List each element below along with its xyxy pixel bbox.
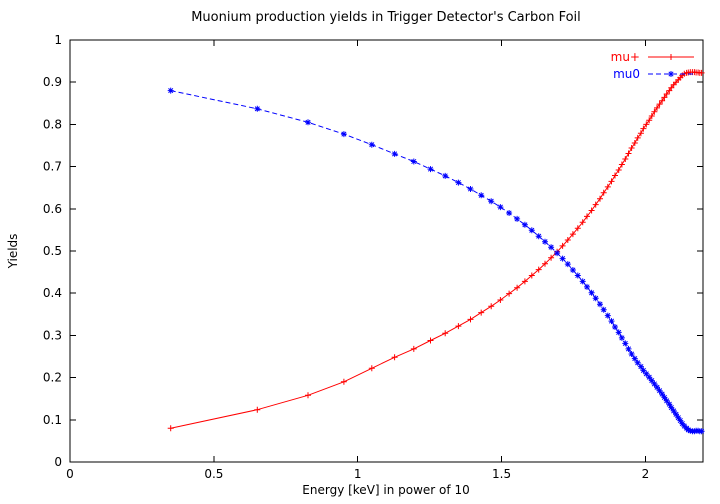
y-tick-label: 1	[54, 33, 62, 47]
x-tick-label: 0	[66, 467, 74, 481]
y-tick-label: 0.7	[43, 160, 62, 174]
x-axis-label: Energy [keV] in power of 10	[302, 483, 469, 497]
legend-label-mu0: mu0	[613, 67, 640, 81]
y-tick-label: 0.6	[43, 202, 62, 216]
y-tick-label: 0.1	[43, 413, 62, 427]
x-tick-label: 1	[354, 467, 362, 481]
series-line-1	[170, 90, 702, 432]
y-axis-label: Yields	[6, 234, 20, 270]
y-tick-label: 0.8	[43, 117, 62, 131]
y-tick-label: 0	[54, 455, 62, 469]
series-markers-0	[167, 69, 705, 432]
series-line-0	[170, 71, 702, 429]
y-tick-label: 0.4	[43, 286, 62, 300]
y-tick-label: 0.3	[43, 328, 62, 342]
y-tick-label: 0.9	[43, 75, 62, 89]
y-tick-label: 0.5	[43, 244, 62, 258]
y-tick-label: 0.2	[43, 371, 62, 385]
x-tick-label: 2	[642, 467, 650, 481]
x-tick-label: 0.5	[204, 467, 223, 481]
legend-label-mu-plus: mu+	[611, 50, 640, 64]
chart-title: Muonium production yields in Trigger Det…	[191, 10, 581, 25]
legend-sample-marker-0	[668, 54, 674, 60]
x-tick-label: 1.5	[492, 467, 511, 481]
plot-area: 0 0.5 1 1.5 2 0 0.1 0.2 0.3 0.4 0.5 0.6 0.7 0.8 0.9 1	[43, 33, 705, 481]
series-markers-1	[167, 87, 705, 435]
plot-border	[69, 39, 704, 463]
legend-sample-marker-1	[668, 71, 674, 77]
